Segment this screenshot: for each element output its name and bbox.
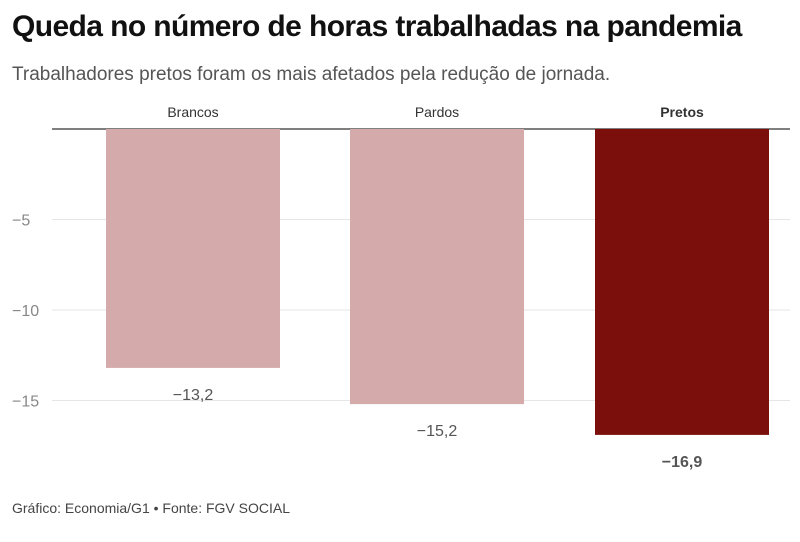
y-tick-label: −10 bbox=[12, 303, 39, 320]
y-tick-label: −5 bbox=[12, 213, 30, 230]
value-label: −15,2 bbox=[417, 423, 458, 440]
category-label: Pardos bbox=[415, 104, 459, 120]
labels: −5 −10 −15 Brancos −13,2 Pardos −15,2 Pretos −16… bbox=[12, 104, 704, 471]
bar-pretos bbox=[595, 129, 769, 435]
y-tick-label: −15 bbox=[12, 394, 39, 411]
bars bbox=[106, 129, 769, 435]
source-note: Gráfico: Economia/G1 • Fonte: FGV SOCIAL bbox=[12, 500, 291, 516]
value-label: −13,2 bbox=[173, 387, 214, 404]
chart-title: Queda no número de horas trabalhadas na … bbox=[12, 10, 742, 43]
bar-pardos bbox=[350, 129, 524, 405]
chart-subtitle: Trabalhadores pretos foram os mais afeta… bbox=[12, 64, 611, 85]
category-label: Pretos bbox=[660, 104, 704, 120]
value-label: −16,9 bbox=[662, 454, 703, 471]
bar-brancos bbox=[106, 129, 280, 368]
category-label: Brancos bbox=[167, 104, 218, 120]
